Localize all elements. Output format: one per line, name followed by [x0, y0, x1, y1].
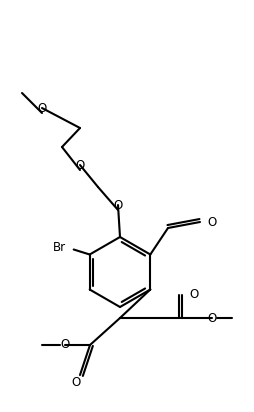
Text: O: O [189, 288, 198, 302]
Text: O: O [60, 339, 70, 351]
Text: O: O [207, 311, 217, 325]
Text: O: O [37, 101, 47, 115]
Text: O: O [113, 199, 123, 211]
Text: O: O [207, 215, 216, 229]
Text: Br: Br [53, 241, 66, 254]
Text: O: O [71, 375, 81, 389]
Text: O: O [75, 159, 85, 171]
